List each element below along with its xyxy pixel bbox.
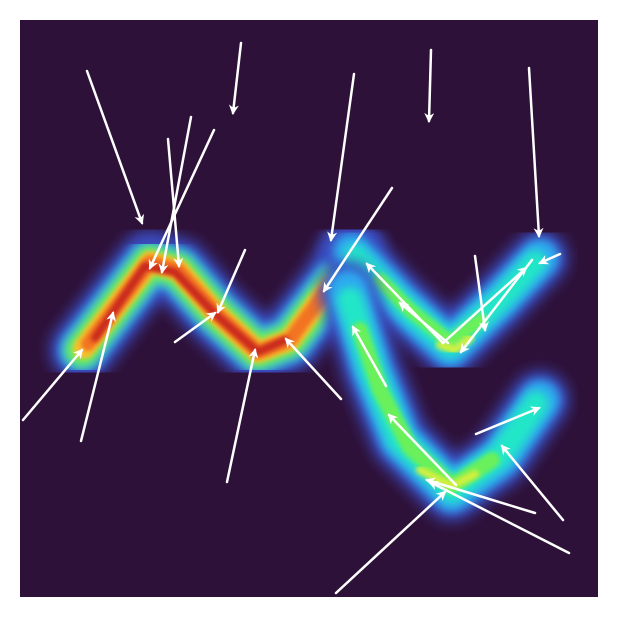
arrow xyxy=(387,413,458,487)
arrow xyxy=(425,477,537,515)
arrow xyxy=(322,186,394,293)
arrow xyxy=(441,266,528,345)
arrow xyxy=(79,311,116,443)
arrow xyxy=(424,48,435,123)
arrow xyxy=(500,444,565,522)
arrow xyxy=(85,69,144,225)
arrow xyxy=(398,301,450,345)
arrow xyxy=(284,337,343,401)
arrow xyxy=(459,258,534,354)
arrow xyxy=(158,115,193,274)
arrow xyxy=(21,348,84,422)
arrow xyxy=(216,248,247,314)
arrow xyxy=(173,311,217,344)
arrow xyxy=(428,480,571,555)
arrow xyxy=(148,128,216,270)
arrow xyxy=(228,41,243,115)
arrow xyxy=(225,348,259,484)
arrow xyxy=(166,137,184,268)
arrow xyxy=(327,72,356,242)
arrow xyxy=(538,252,562,265)
arrow-layer xyxy=(21,41,571,595)
arrow xyxy=(527,66,544,238)
arrow xyxy=(351,325,388,388)
arrow xyxy=(473,254,489,332)
arrow xyxy=(334,490,447,595)
arrow xyxy=(474,406,541,436)
